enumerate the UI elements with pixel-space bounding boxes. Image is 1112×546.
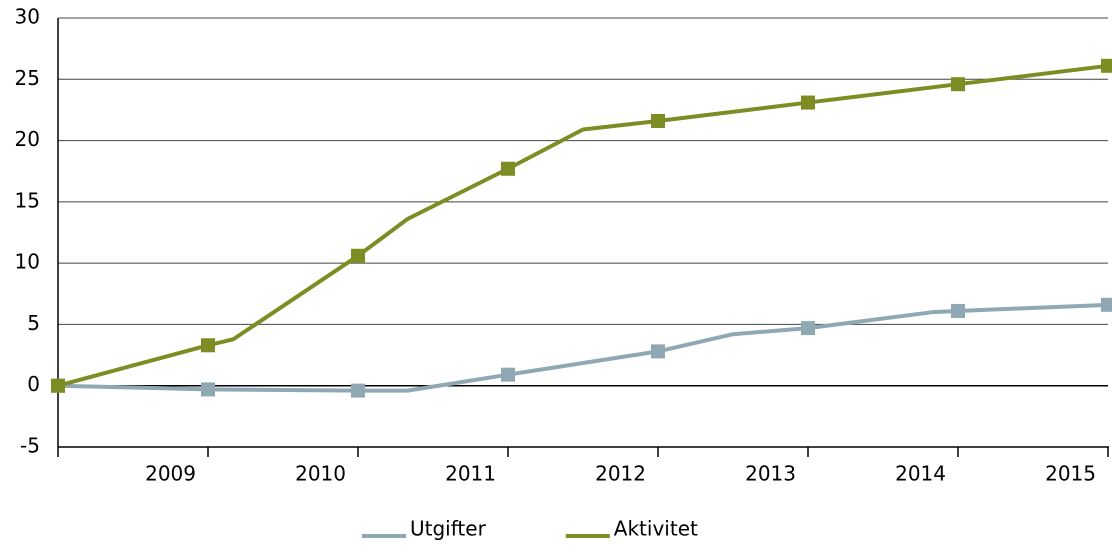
point-marker (951, 303, 965, 318)
x-tick-label: 2013 (745, 462, 796, 486)
point-marker (51, 378, 65, 393)
x-tick-label: 2015 (1045, 462, 1096, 486)
point-marker (351, 383, 365, 398)
y-tick-label: 25 (15, 66, 40, 90)
point-marker (201, 338, 215, 353)
y-tick-label: -5 (20, 434, 40, 458)
y-tick-label: 15 (15, 188, 40, 212)
point-marker (651, 113, 665, 128)
legend-label: Aktivitet (614, 517, 698, 541)
y-tick-label: 0 (27, 372, 40, 396)
point-marker (951, 77, 965, 92)
series-line (57, 63, 1109, 388)
point-marker (501, 161, 515, 176)
legend-label: Utgifter (410, 517, 487, 541)
x-tick-label: 2012 (595, 462, 646, 486)
point-marker (1101, 58, 1112, 73)
point-marker (801, 95, 815, 110)
point-marker (201, 382, 215, 397)
x-tick-label: 2011 (445, 462, 496, 486)
point-marker (1101, 297, 1112, 312)
point-marker (801, 321, 815, 336)
y-tick-label: 10 (15, 250, 40, 274)
y-tick-label: 20 (15, 127, 40, 151)
point-marker (501, 367, 515, 382)
y-tick-label: 30 (15, 5, 40, 29)
y-tick-label: 5 (27, 311, 40, 335)
x-tick-label: 2014 (895, 462, 946, 486)
x-tick-label: 2009 (145, 462, 196, 486)
x-tick-label: 2010 (295, 462, 346, 486)
point-marker (351, 248, 365, 263)
point-marker (651, 344, 665, 359)
series-line (57, 302, 1109, 393)
